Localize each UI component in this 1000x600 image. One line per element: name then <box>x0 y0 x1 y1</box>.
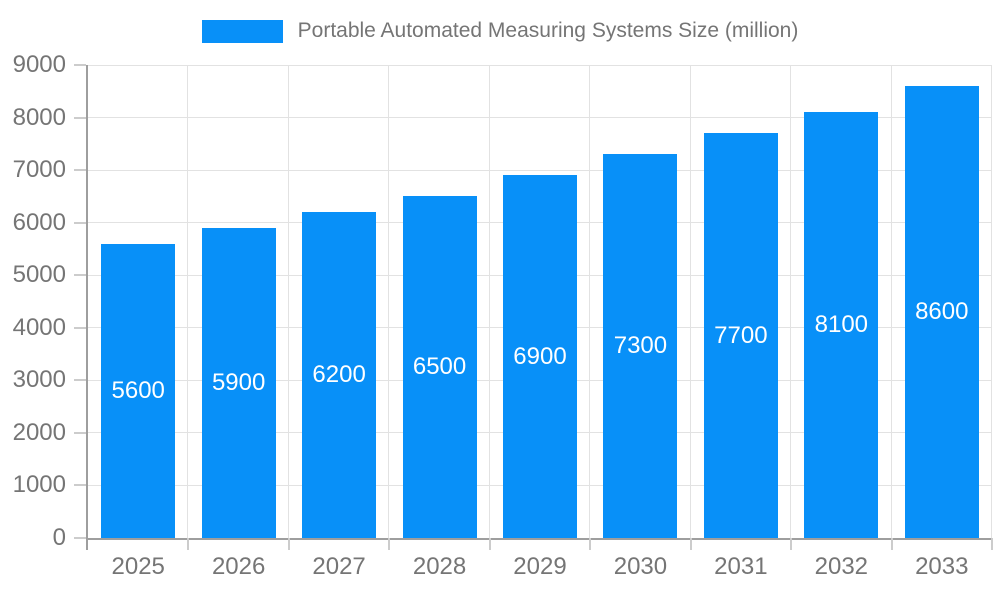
x-axis-label-2027: 2027 <box>312 553 366 580</box>
bar-2032: 8100 <box>804 112 879 538</box>
y-axis-tick <box>74 221 86 224</box>
bar-value-label: 7300 <box>613 332 668 360</box>
x-axis-label-2031: 2031 <box>714 553 768 580</box>
x-axis-tick <box>287 538 290 550</box>
y-axis-tick <box>74 274 86 277</box>
x-axis-tick <box>388 538 391 550</box>
x-axis-label-2032: 2032 <box>814 553 869 580</box>
x-axis-tick <box>890 538 893 550</box>
bar-value-label: 7700 <box>714 321 768 349</box>
bar-value-label: 8100 <box>814 311 869 339</box>
y-axis-tick <box>74 326 86 329</box>
x-axis-label-2029: 2029 <box>513 553 567 580</box>
gridline-horizontal <box>88 117 992 119</box>
gridline-vertical <box>689 65 691 538</box>
gridline-vertical <box>890 65 892 538</box>
x-axis-tick <box>488 538 491 550</box>
gridline-horizontal <box>88 169 992 171</box>
y-axis-label: 3000 <box>12 366 66 394</box>
y-axis-tick <box>74 431 86 434</box>
bar-2033: 8600 <box>904 86 979 538</box>
y-axis-tick <box>74 537 86 539</box>
gridline-vertical <box>388 65 390 538</box>
gridline-vertical <box>589 65 591 538</box>
gridline-vertical <box>187 65 189 538</box>
x-axis-tick <box>589 538 592 550</box>
bar-2027: 6200 <box>302 212 377 538</box>
x-axis-tick <box>689 538 692 550</box>
y-axis-label: 6000 <box>12 208 66 236</box>
bar-2028: 6500 <box>402 196 477 538</box>
x-axis-label-2025: 2025 <box>111 553 165 580</box>
y-axis-label: 4000 <box>12 313 66 341</box>
x-axis-tick <box>187 538 190 550</box>
gridline-horizontal <box>88 64 992 66</box>
bar-value-label: 6200 <box>312 361 366 389</box>
gridline-vertical <box>488 65 490 538</box>
y-axis-tick <box>74 116 86 119</box>
bar-2025: 5600 <box>101 243 176 538</box>
x-axis-tick <box>86 538 88 550</box>
x-axis-label-2033: 2033 <box>915 553 969 580</box>
gridline-vertical <box>790 65 792 538</box>
y-axis-label: 5000 <box>12 261 66 289</box>
gridline-vertical <box>287 65 289 538</box>
y-axis-tick <box>74 64 86 66</box>
y-axis-tick <box>74 169 86 172</box>
legend-label[interactable]: Portable Automated Measuring Systems Siz… <box>297 19 799 42</box>
x-axis-tick <box>991 538 993 550</box>
bar-value-label: 5900 <box>211 368 266 396</box>
x-axis-label-2026: 2026 <box>211 553 266 580</box>
bar-2029: 6900 <box>503 175 577 538</box>
bar-2030: 7300 <box>603 154 678 538</box>
legend-swatch[interactable] <box>201 19 283 43</box>
bar-value-label: 6500 <box>412 353 467 381</box>
x-axis-tick <box>790 538 793 550</box>
bar-value-label: 8600 <box>915 298 969 326</box>
y-axis-label: 0 <box>52 524 66 551</box>
y-axis-tick <box>74 484 86 487</box>
plot-area: 0 1000 2000 3000 4000 5000 6000 7000 8000 9000 560… <box>13 53 993 579</box>
bar-value-label: 6900 <box>513 342 567 370</box>
legend[interactable]: Portable Automated Measuring Systems Siz… <box>0 18 1000 44</box>
gridline-vertical <box>991 65 992 538</box>
bar-2031: 7700 <box>703 133 778 538</box>
x-axis-label-2030: 2030 <box>613 553 668 580</box>
y-axis-tick <box>74 379 86 382</box>
x-axis-label-2028: 2028 <box>412 553 467 580</box>
y-axis-label: 9000 <box>12 51 66 78</box>
y-axis-label: 7000 <box>12 156 66 184</box>
y-axis-label: 1000 <box>12 471 66 499</box>
bar-2026: 5900 <box>201 227 276 538</box>
y-axis-label: 2000 <box>12 418 66 446</box>
y-axis-label: 8000 <box>12 103 66 131</box>
bar-value-label: 5600 <box>111 376 165 404</box>
